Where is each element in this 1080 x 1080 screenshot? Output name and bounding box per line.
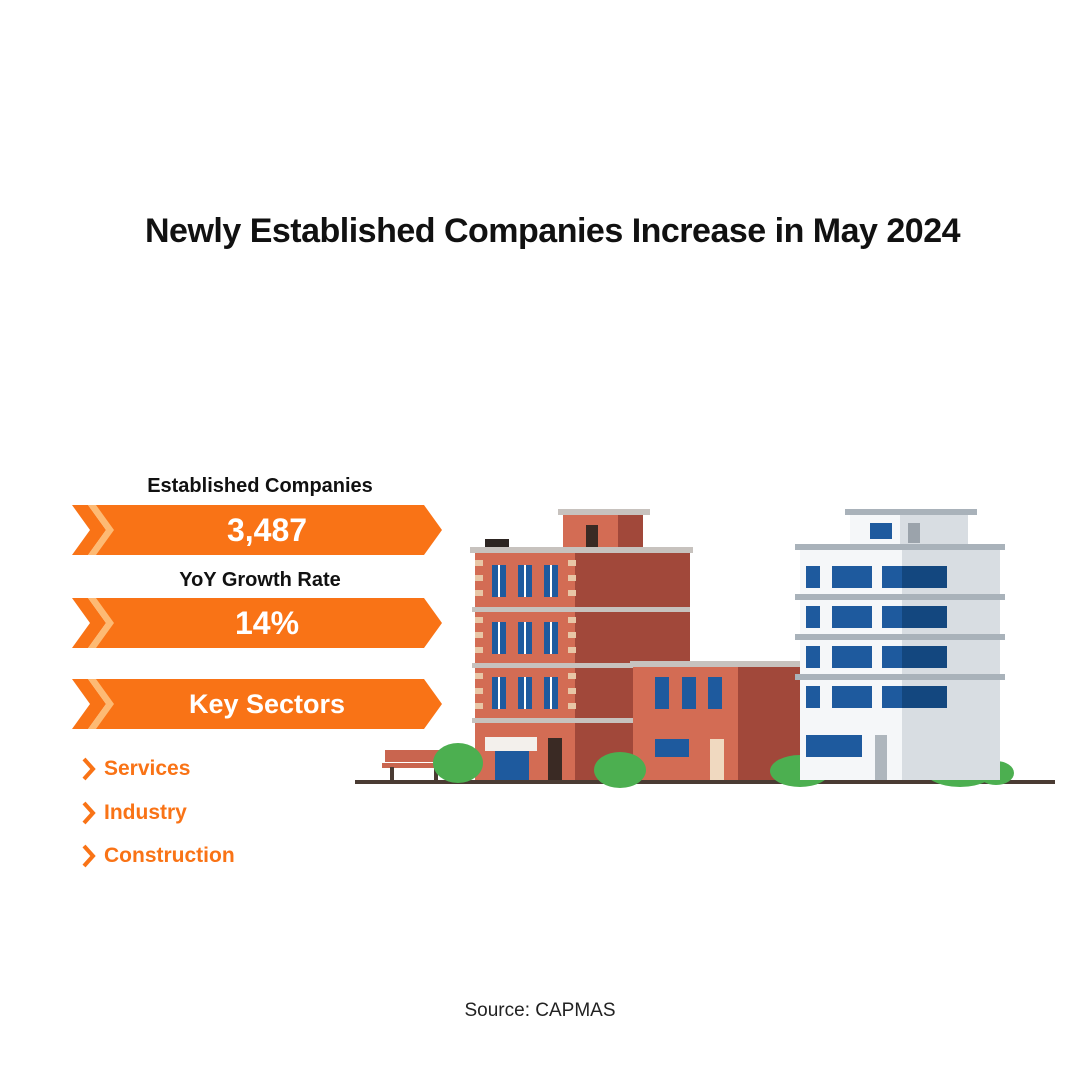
sector-item-services: Services <box>80 754 190 784</box>
banner-arrow-shape <box>72 598 442 648</box>
yoy-growth-banner: 14% <box>72 598 442 648</box>
chevron-right-icon <box>82 757 96 781</box>
key-sectors-heading: Key Sectors <box>188 689 346 719</box>
page-title: Newly Established Companies Increase in … <box>144 212 961 250</box>
yoy-growth-label: YoY Growth Rate <box>179 569 341 591</box>
established-companies-value: 3,487 <box>226 512 308 548</box>
buildings-illustration <box>355 509 1055 788</box>
sector-item-construction: Construction <box>80 841 235 871</box>
sector-label: Construction <box>104 844 235 867</box>
chevron-right-icon <box>82 844 96 868</box>
banner-arrow-shape <box>72 679 442 729</box>
sector-label: Services <box>104 757 191 780</box>
sector-label: Industry <box>104 801 187 824</box>
established-companies-banner: 3,487 <box>72 505 442 555</box>
established-companies-label: Established Companies <box>147 475 373 497</box>
key-sectors-banner: Key Sectors <box>72 679 442 729</box>
sector-item-industry: Industry <box>80 798 187 828</box>
banner-arrow-shape <box>72 505 442 555</box>
chevron-right-icon <box>82 801 96 825</box>
source-note: Source: CAPMAS <box>464 1000 616 1021</box>
yoy-growth-value: 14% <box>234 605 300 641</box>
